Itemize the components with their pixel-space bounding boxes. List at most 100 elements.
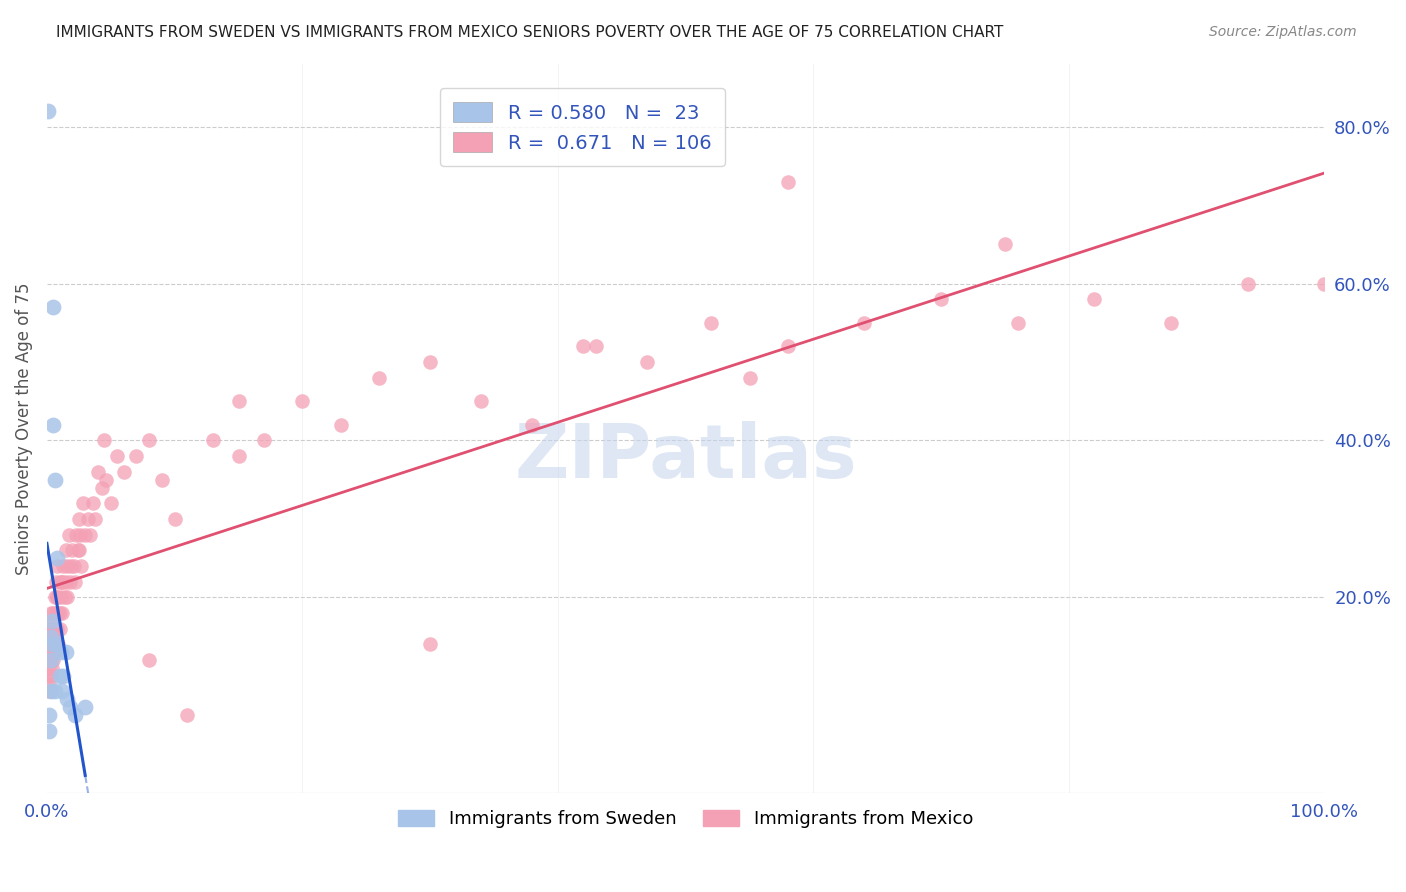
Point (65, 527, 87, 541)
Point (38, 707, 60, 722)
Text: ZIPatlas: ZIPatlas (515, 421, 858, 494)
Y-axis label: Seniors Poverty Over the Age of 75: Seniors Poverty Over the Age of 75 (15, 283, 32, 575)
Point (46, 622, 69, 636)
Point (42, 417, 65, 432)
Point (253, 434, 276, 448)
Point (1313, 277, 1336, 291)
Point (49, 591, 72, 605)
Point (522, 417, 544, 432)
Point (41, 661, 63, 675)
Point (37, 622, 59, 636)
Point (51, 684, 73, 698)
Point (53, 591, 76, 605)
Point (48, 637, 70, 651)
Point (51, 574, 73, 589)
Point (55, 543, 77, 558)
Point (776, 175, 799, 189)
Point (329, 417, 352, 432)
Point (44, 684, 66, 698)
Point (39, 630, 62, 644)
Point (105, 449, 128, 463)
Point (41, 614, 63, 628)
Point (60, 558, 83, 573)
Point (76, 512, 98, 526)
Point (37, 684, 59, 698)
Point (1236, 277, 1258, 291)
Point (1007, 316, 1029, 330)
Point (201, 434, 224, 448)
Point (55, 645, 77, 659)
Point (37, 669, 59, 683)
Point (48, 606, 70, 620)
Point (37, 104, 59, 119)
Point (51, 606, 73, 620)
Point (138, 653, 160, 667)
Point (636, 355, 658, 369)
Point (853, 316, 876, 330)
Point (58, 527, 80, 541)
Point (994, 237, 1017, 252)
Point (44, 473, 66, 487)
Point (52, 669, 75, 683)
Point (56, 591, 79, 605)
Point (1160, 316, 1182, 330)
Point (42, 622, 65, 636)
Point (228, 449, 250, 463)
Point (75, 700, 97, 714)
Point (39, 653, 62, 667)
Point (100, 496, 122, 510)
Point (46, 558, 69, 573)
Point (49, 645, 72, 659)
Point (79, 527, 101, 541)
Point (112, 465, 135, 479)
Point (55, 574, 77, 589)
Point (62, 543, 84, 558)
Point (138, 434, 160, 448)
Point (63, 707, 86, 722)
Point (776, 339, 799, 353)
Point (41, 645, 63, 659)
Point (39, 684, 62, 698)
Point (62, 558, 84, 573)
Point (56, 692, 79, 706)
Point (46, 591, 69, 605)
Point (38, 622, 60, 636)
Point (45, 637, 67, 651)
Point (48, 622, 70, 636)
Point (176, 707, 198, 722)
Point (44, 630, 66, 644)
Point (41, 630, 63, 644)
Point (929, 293, 952, 307)
Point (69, 527, 91, 541)
Point (42, 637, 65, 651)
Point (46, 551, 69, 566)
Point (38, 723, 60, 738)
Point (700, 316, 723, 330)
Point (470, 394, 492, 409)
Point (45, 637, 67, 651)
Point (38, 630, 60, 644)
Point (56, 558, 79, 573)
Point (39, 669, 62, 683)
Point (67, 543, 90, 558)
Text: Source: ZipAtlas.com: Source: ZipAtlas.com (1209, 25, 1357, 39)
Point (70, 558, 93, 573)
Point (93, 434, 115, 448)
Point (150, 473, 173, 487)
Legend: Immigrants from Sweden, Immigrants from Mexico: Immigrants from Sweden, Immigrants from … (391, 803, 980, 836)
Point (228, 394, 250, 409)
Point (38, 645, 60, 659)
Point (59, 700, 82, 714)
Point (84, 512, 107, 526)
Point (585, 339, 607, 353)
Point (738, 370, 761, 384)
Point (52, 558, 75, 573)
Point (39, 653, 62, 667)
Point (37, 637, 59, 651)
Point (94, 473, 117, 487)
Point (419, 355, 441, 369)
Point (46, 591, 69, 605)
Point (44, 591, 66, 605)
Point (66, 543, 89, 558)
Point (39, 684, 62, 698)
